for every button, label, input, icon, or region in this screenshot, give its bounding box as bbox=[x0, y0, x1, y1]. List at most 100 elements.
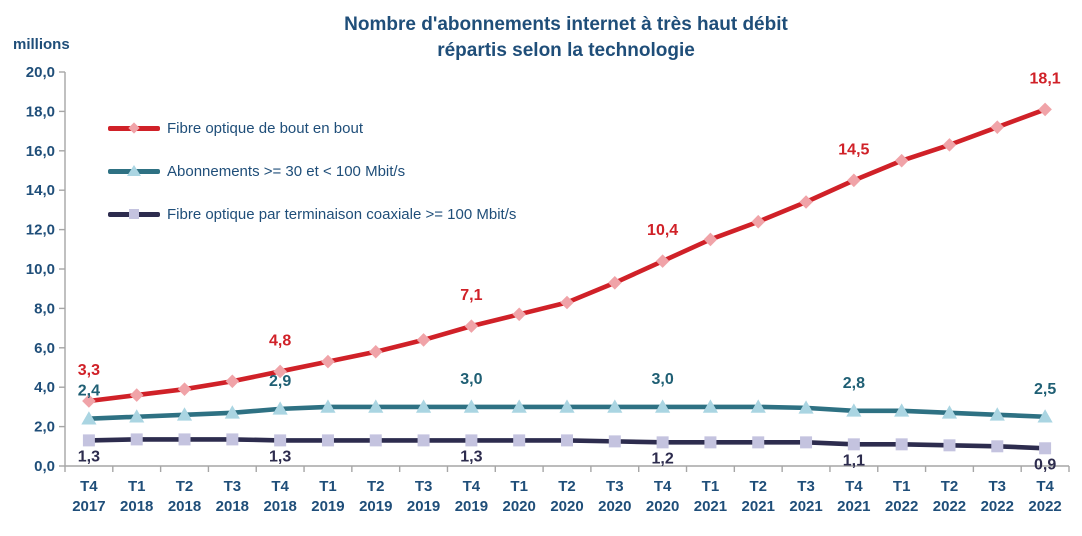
diamond-marker-icon bbox=[990, 120, 1005, 134]
triangle-marker-icon bbox=[750, 399, 766, 413]
square-marker-icon bbox=[82, 434, 95, 447]
square-marker-icon bbox=[561, 434, 573, 447]
legend-label: Fibre optique par terminaison coaxiale >… bbox=[167, 205, 517, 223]
square-marker-icon bbox=[704, 436, 717, 449]
data-label: 2,8 bbox=[843, 375, 865, 392]
x-axis-label-year: 2021 bbox=[789, 498, 822, 515]
legend-label: Abonnements >= 30 et < 100 Mbit/s bbox=[167, 162, 406, 180]
line-sample-icon bbox=[108, 122, 160, 134]
data-label: 1,1 bbox=[843, 452, 865, 469]
diamond-marker-icon bbox=[655, 254, 670, 268]
x-axis-label-year: 2020 bbox=[646, 498, 679, 515]
triangle-marker-icon bbox=[224, 405, 240, 419]
series-2 bbox=[82, 433, 1052, 455]
y-axis-tick-label: 12,0 bbox=[26, 222, 55, 239]
x-axis-label-quarter: T3 bbox=[415, 478, 433, 495]
x-axis-label-year: 2021 bbox=[694, 498, 727, 515]
diamond-marker-icon bbox=[128, 122, 140, 134]
triangle-marker-icon bbox=[559, 399, 575, 413]
y-axis-tick-label: 8,0 bbox=[34, 300, 55, 317]
legend-label: Fibre optique de bout en bout bbox=[167, 119, 363, 137]
square-marker-icon bbox=[465, 434, 478, 447]
y-axis-tick-label: 16,0 bbox=[26, 143, 55, 160]
line-sample-icon bbox=[108, 164, 160, 176]
square-marker-icon bbox=[513, 434, 526, 447]
diamond-marker-icon bbox=[416, 333, 431, 347]
square-marker-icon bbox=[274, 434, 287, 447]
square-marker-icon bbox=[991, 440, 1004, 453]
series-1 bbox=[81, 399, 1053, 425]
square-marker-icon bbox=[656, 436, 669, 449]
data-label: 10,4 bbox=[647, 222, 678, 239]
diamond-marker-icon bbox=[703, 232, 718, 247]
diamond-marker-icon bbox=[608, 276, 622, 290]
diamond-marker-icon bbox=[799, 195, 813, 209]
x-axis-label-year: 2020 bbox=[598, 498, 631, 515]
x-axis-label-quarter: T3 bbox=[224, 478, 242, 495]
y-axis-tick-label: 4,0 bbox=[34, 379, 55, 396]
x-axis-label-quarter: T3 bbox=[606, 478, 624, 495]
x-axis-label-year: 2017 bbox=[72, 498, 105, 515]
square-marker-icon bbox=[943, 439, 956, 452]
triangle-marker-icon bbox=[463, 399, 479, 413]
x-axis-label-quarter: T4 bbox=[80, 478, 98, 495]
data-label: 3,0 bbox=[651, 371, 673, 388]
x-axis-label-quarter: T4 bbox=[271, 478, 289, 495]
x-axis-label-year: 2018 bbox=[263, 498, 296, 515]
data-label: 1,3 bbox=[78, 448, 100, 465]
x-axis-label-quarter: T2 bbox=[367, 478, 385, 495]
x-axis-label-year: 2020 bbox=[503, 498, 536, 515]
square-marker-icon bbox=[321, 434, 334, 447]
x-axis-label-quarter: T3 bbox=[989, 478, 1007, 495]
data-label: 2,9 bbox=[269, 373, 291, 390]
diamond-marker-icon bbox=[464, 319, 479, 333]
x-axis-label-quarter: T1 bbox=[319, 478, 337, 495]
y-axis-tick-label: 6,0 bbox=[34, 340, 55, 357]
diamond-marker-icon bbox=[847, 173, 861, 188]
diamond-marker-icon bbox=[560, 295, 574, 310]
y-axis-unit-label: millions bbox=[13, 36, 70, 53]
triangle-marker-icon bbox=[941, 405, 958, 419]
data-label: 1,2 bbox=[651, 450, 673, 467]
chart-title-line2: répartis selon la technologie bbox=[437, 40, 695, 61]
x-axis-label-quarter: T4 bbox=[1036, 478, 1054, 495]
triangle-marker-icon bbox=[894, 403, 910, 417]
x-axis-label-year: 2022 bbox=[981, 498, 1014, 515]
diamond-marker-icon bbox=[894, 153, 909, 168]
x-axis-label-quarter: T1 bbox=[128, 478, 146, 495]
data-label: 14,5 bbox=[838, 141, 869, 158]
square-marker-icon bbox=[178, 433, 191, 446]
triangle-marker-icon bbox=[129, 409, 145, 423]
chart-legend: Fibre optique de bout en bout Abonnement… bbox=[108, 118, 516, 224]
data-label: 1,3 bbox=[460, 448, 482, 465]
x-axis-label-year: 2021 bbox=[837, 498, 870, 515]
y-axis-tick-label: 20,0 bbox=[26, 64, 55, 81]
x-axis-label-quarter: T1 bbox=[702, 478, 720, 495]
data-label: 1,3 bbox=[269, 448, 291, 465]
x-axis-label-year: 2020 bbox=[550, 498, 583, 515]
square-marker-icon bbox=[226, 433, 239, 446]
square-marker-icon bbox=[1039, 442, 1052, 455]
square-marker-icon bbox=[895, 438, 908, 451]
x-axis-label-year: 2019 bbox=[359, 498, 392, 515]
data-label: 3,3 bbox=[78, 362, 100, 379]
x-axis-label-quarter: T3 bbox=[797, 478, 815, 495]
x-axis-label-quarter: T4 bbox=[845, 478, 863, 495]
x-axis-label-year: 2018 bbox=[120, 498, 153, 515]
diamond-marker-icon bbox=[368, 344, 383, 359]
line-sample-icon bbox=[108, 209, 160, 219]
x-axis-label-year: 2022 bbox=[933, 498, 966, 515]
x-axis: T4 2017 T1 2018 T2 2018 T3 2018 T4 2018 T1 2019 T2 20… bbox=[64, 466, 1070, 515]
diamond-marker-icon bbox=[1038, 102, 1052, 117]
square-marker-icon bbox=[752, 436, 765, 449]
data-labels: 3,3 4,8 7,1 10,4 14,5 18,1 2,4 2,9 3,0 3,0 2,8 2,5 1… bbox=[78, 70, 1061, 473]
square-marker-icon bbox=[129, 209, 139, 219]
chart-title-line1: Nombre d'abonnements internet à très hau… bbox=[344, 14, 788, 35]
diamond-marker-icon bbox=[273, 364, 287, 379]
diamond-marker-icon bbox=[942, 138, 957, 152]
triangle-marker-icon bbox=[368, 399, 384, 413]
data-label: 2,5 bbox=[1034, 381, 1056, 398]
triangle-marker-icon bbox=[415, 399, 432, 413]
square-marker-icon bbox=[417, 434, 430, 447]
